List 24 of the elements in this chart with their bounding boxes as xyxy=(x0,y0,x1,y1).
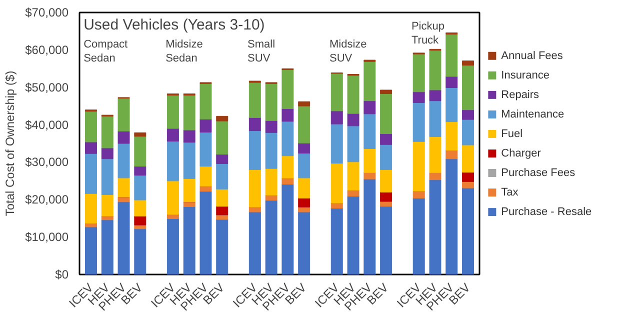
y-tick-label: $10,000 xyxy=(25,230,69,244)
legend-label: Tax xyxy=(501,186,519,199)
legend-label: Fuel xyxy=(501,128,523,140)
annotation: Small SUV xyxy=(248,38,276,64)
legend-label: Insurance xyxy=(501,69,550,82)
chart-title: Used Vehicles (Years 3-10) xyxy=(84,16,265,34)
legend-label: Annual Fees xyxy=(501,50,564,62)
y-tick-label: $20,000 xyxy=(25,192,69,207)
y-tick-label: $60,000 xyxy=(25,42,69,57)
y-tick-label: $0 xyxy=(55,268,69,282)
legend-label: Purchase Fees xyxy=(501,167,576,180)
legend-label: Maintenance xyxy=(501,108,564,120)
annotation: Midsize SUV xyxy=(330,38,367,64)
legend-label: Charger xyxy=(501,147,542,160)
y-tick-label: $40,000 xyxy=(25,118,69,132)
y-tick-label: $50,000 xyxy=(25,80,69,94)
annotation: Compact Sedan xyxy=(84,38,128,64)
annotation: Midsize Sedan xyxy=(166,38,203,64)
y-tick-label: $30,000 xyxy=(25,155,69,170)
y-axis-title: Total Cost of Ownership ($) xyxy=(3,70,18,216)
annotation: Pickup Truck xyxy=(411,20,444,46)
legend-label: Repairs xyxy=(501,88,540,101)
legend-label: Purchase - Resale xyxy=(501,206,592,218)
y-tick-label: $70,000 xyxy=(25,6,69,20)
